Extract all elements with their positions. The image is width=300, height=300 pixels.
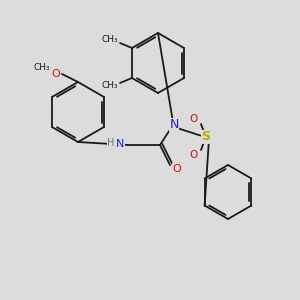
Text: CH₃: CH₃: [102, 35, 118, 44]
Text: S: S: [202, 130, 211, 143]
Text: H: H: [107, 138, 115, 148]
Text: O: O: [190, 150, 198, 160]
Text: O: O: [172, 164, 182, 174]
Text: O: O: [190, 114, 198, 124]
Text: CH₃: CH₃: [102, 82, 118, 91]
Text: N: N: [116, 139, 124, 149]
Text: CH₃: CH₃: [34, 64, 50, 73]
Text: N: N: [169, 118, 179, 131]
Text: O: O: [52, 69, 60, 79]
